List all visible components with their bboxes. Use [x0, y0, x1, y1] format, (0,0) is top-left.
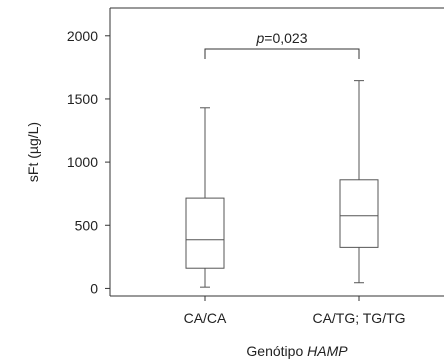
y-tick-label: 0 [90, 280, 98, 296]
x-axis-ticks: CA/CA CA/TG; TG/TG [184, 296, 406, 326]
box-1 [185, 107, 225, 288]
x-axis-title-prefix: Genótipo [246, 343, 307, 359]
y-tick-label: 500 [75, 217, 99, 233]
p-value: =0,023 [264, 30, 307, 46]
y-axis-title: sFt (µg/L) [25, 122, 41, 182]
plot-frame [109, 7, 444, 297]
y-tick-label: 1000 [67, 154, 98, 170]
p-symbol: p [255, 30, 264, 46]
interquartile-box [185, 197, 225, 269]
x-axis-title-gene: HAMP [307, 343, 348, 359]
significance-bracket [204, 48, 360, 60]
significance-annotation: p=0,023 [204, 30, 360, 60]
interquartile-box [339, 179, 379, 248]
y-tick-label: 1500 [67, 91, 98, 107]
y-tick-label: 2000 [67, 28, 98, 44]
boxes [185, 80, 379, 288]
y-axis-ticks: 0 500 1000 1500 2000 [67, 28, 110, 296]
x-tick-label: CA/CA [184, 310, 227, 326]
x-tick-label: CA/TG; TG/TG [312, 310, 405, 326]
x-axis-title: Genótipo HAMP [246, 343, 348, 359]
p-value-label: p=0,023 [255, 30, 307, 46]
box-2 [339, 80, 379, 284]
